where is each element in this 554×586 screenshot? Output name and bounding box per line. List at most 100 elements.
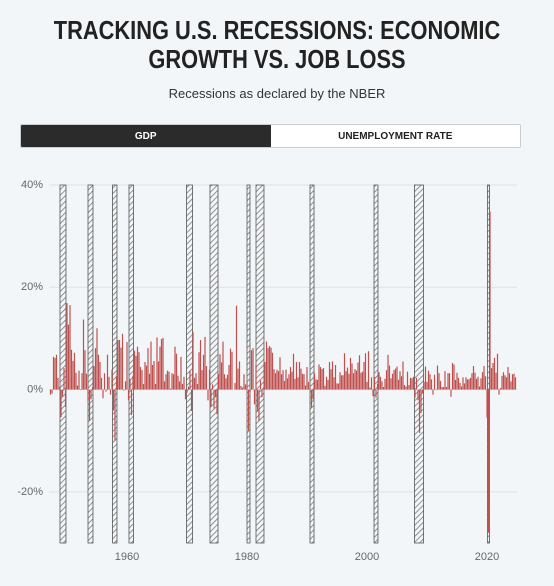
tab[interactable]: GDP <box>21 125 271 147</box>
bar <box>421 389 424 394</box>
bar <box>499 388 502 390</box>
bar <box>444 371 446 390</box>
bar <box>294 378 296 390</box>
bar <box>153 360 155 390</box>
bar <box>261 389 263 398</box>
bar <box>366 381 368 390</box>
recession-band <box>414 184 424 544</box>
bar <box>471 373 473 390</box>
bar <box>61 389 64 397</box>
recession-band <box>59 184 67 544</box>
bar <box>244 384 247 390</box>
bar <box>418 389 421 434</box>
bar <box>184 389 187 400</box>
bar <box>105 389 107 392</box>
bar <box>381 381 383 390</box>
bar <box>163 381 166 390</box>
bar <box>84 350 86 390</box>
bar <box>490 368 493 390</box>
bar <box>217 373 220 390</box>
bar <box>270 347 272 390</box>
bar <box>408 384 410 390</box>
bar <box>442 387 445 390</box>
bar <box>304 385 307 390</box>
bar <box>358 355 361 390</box>
bar <box>511 374 514 390</box>
bar <box>417 389 419 401</box>
bar <box>207 389 209 401</box>
recession-band <box>246 184 251 544</box>
bar <box>382 387 385 390</box>
bar <box>255 364 257 390</box>
bar <box>157 361 160 390</box>
bar <box>258 389 260 421</box>
bar <box>169 388 172 390</box>
bar <box>318 364 320 390</box>
bar <box>420 389 422 414</box>
bar <box>181 383 184 390</box>
bar <box>276 369 278 390</box>
bar <box>81 373 83 390</box>
bar <box>414 389 416 398</box>
bar <box>141 370 143 390</box>
bar <box>288 374 290 390</box>
bar <box>436 365 439 390</box>
bar <box>367 351 370 390</box>
bar <box>477 376 479 390</box>
bar <box>225 378 227 390</box>
bar <box>351 363 353 390</box>
bar <box>87 389 89 401</box>
tab[interactable]: UNEMPLOYMENT RATE <box>338 130 453 142</box>
bar <box>327 379 329 390</box>
bar <box>241 387 244 390</box>
bar <box>342 375 344 390</box>
bar <box>441 387 443 390</box>
bar <box>99 361 101 390</box>
bar <box>474 372 476 390</box>
bar <box>489 211 491 390</box>
bar <box>93 366 95 390</box>
bar <box>384 378 386 390</box>
bar <box>124 381 127 390</box>
bar <box>286 378 289 390</box>
bar <box>223 374 226 390</box>
bar <box>154 383 157 390</box>
bar <box>316 379 319 390</box>
bar <box>49 389 52 395</box>
bar <box>94 348 97 390</box>
bar <box>462 377 464 390</box>
bar <box>285 369 287 390</box>
bar <box>375 389 377 398</box>
bar <box>385 370 388 390</box>
bar <box>330 369 332 390</box>
bar <box>400 376 403 390</box>
bar <box>468 379 470 390</box>
bar <box>208 369 211 390</box>
bar <box>114 389 116 441</box>
bar <box>249 389 251 393</box>
bar <box>144 361 146 390</box>
bar <box>510 381 512 390</box>
bar <box>469 377 472 390</box>
bar <box>322 368 325 390</box>
bar <box>246 382 248 390</box>
bar <box>337 383 340 390</box>
bar <box>460 386 463 390</box>
bar <box>459 382 461 390</box>
bar <box>271 352 274 390</box>
bar <box>373 376 376 390</box>
bar <box>268 346 271 390</box>
bar <box>60 389 62 418</box>
bar <box>220 362 223 390</box>
bar <box>355 370 358 390</box>
bar <box>426 381 428 390</box>
bar <box>369 387 371 390</box>
bar <box>396 366 398 390</box>
bar <box>234 382 236 390</box>
bar <box>325 376 328 390</box>
bar <box>138 352 140 390</box>
bar <box>226 374 229 390</box>
bar <box>247 389 250 431</box>
bar <box>429 374 431 390</box>
bar <box>439 380 442 390</box>
